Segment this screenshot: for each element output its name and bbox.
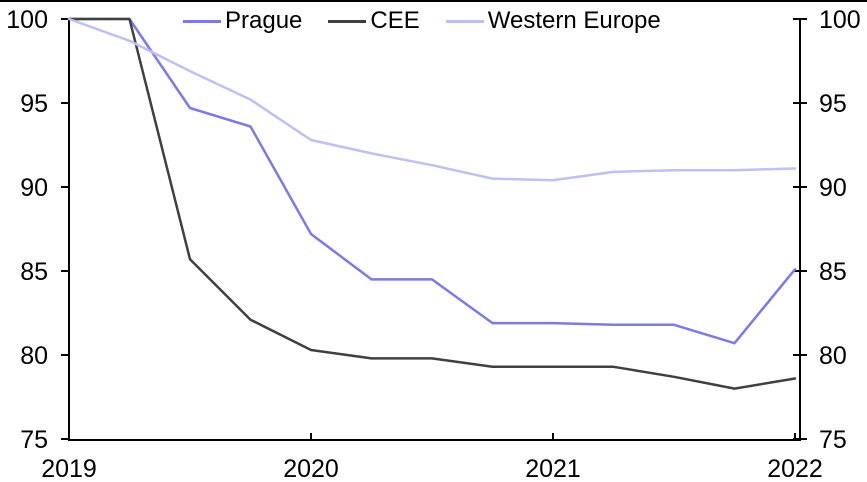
series-line-cee [67,17,797,390]
legend-item-western-europe: Western Europe [445,7,661,34]
x-axis-tick-label: 2020 [283,455,339,482]
y-axis-left-tick-label: 90 [20,174,48,202]
y-axis-right-tick-label: 75 [819,426,847,454]
y-axis-left-tick-label: 75 [20,426,48,454]
y-axis-left-tick-label: 85 [20,258,48,286]
series-line-prague [67,17,797,345]
legend-item-prague: Prague [183,9,302,33]
legend-item-cee: CEE [328,7,420,34]
y-axis-right-tick-label: 100 [819,6,861,34]
y-axis-right-tick-label: 95 [819,90,847,118]
legend-swatch-prague-icon [183,19,221,23]
chart-legend: Prague CEE Western Europe [183,6,661,36]
x-axis-tick-label: 2019 [41,455,97,482]
legend-label-cee: CEE [370,7,420,34]
y-axis-left-tick-label: 80 [20,342,48,370]
y-axis-left-tick-label: 95 [20,90,48,118]
y-axis-left-tick-label: 100 [6,6,48,34]
legend-label-prague: Prague [225,7,303,34]
legend-swatch-western-europe-icon [445,19,484,23]
legend-label-western-europe: Western Europe [487,7,661,34]
x-axis-tick-label: 2021 [525,455,581,482]
legend-swatch-cee-icon [328,19,367,23]
y-axis-right-tick-label: 90 [819,174,847,202]
series-line-western-europe [67,17,797,182]
y-axis-right-tick-label: 80 [819,342,847,370]
y-axis-right-tick-label: 85 [819,258,847,286]
x-axis-tick-label: 2022 [767,455,823,482]
